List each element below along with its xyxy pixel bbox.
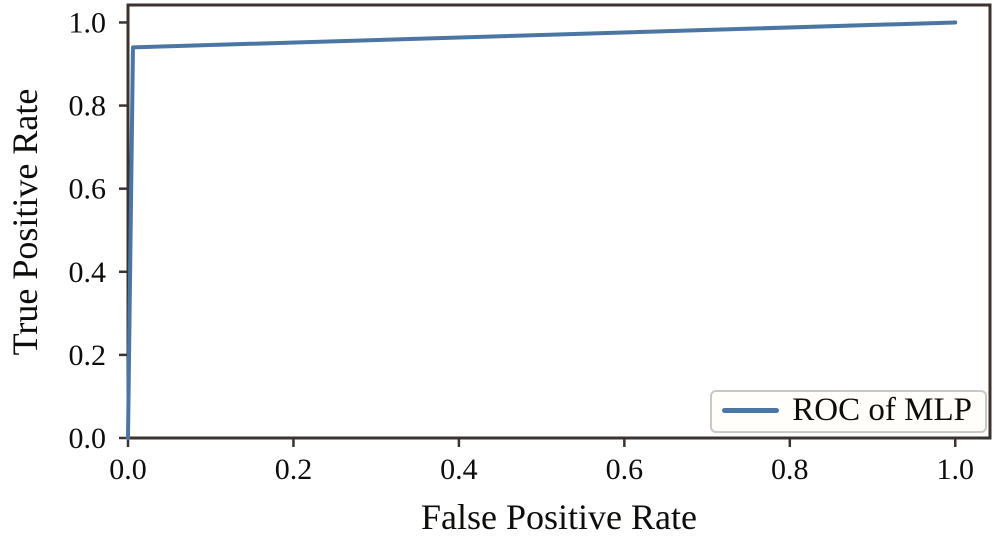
x-tick-label: 0.0 (109, 453, 147, 486)
x-tick-label: 1.0 (937, 453, 975, 486)
x-tick-label: 0.8 (771, 453, 809, 486)
legend-entry-label: ROC of MLP (792, 392, 972, 429)
y-tick-label: 0.8 (69, 90, 107, 123)
y-tick-label: 0.6 (69, 173, 107, 206)
y-tick-label: 0.4 (69, 256, 107, 289)
y-tick-label: 0.0 (69, 422, 107, 455)
roc-curve-line (126, 20, 958, 440)
legend: ROC of MLP (710, 390, 987, 433)
x-axis-label: False Positive Rate (421, 497, 697, 537)
legend-line-sample-icon (722, 408, 780, 414)
x-tick-label: 0.2 (275, 453, 313, 486)
y-axis-label: True Positive Rate (5, 88, 45, 356)
y-tick-label: 0.2 (69, 339, 107, 372)
x-tick-label: 0.4 (440, 453, 478, 486)
x-tick-label: 0.6 (606, 453, 644, 486)
y-tick-label: 1.0 (69, 6, 107, 39)
plot-frame (126, 3, 992, 440)
